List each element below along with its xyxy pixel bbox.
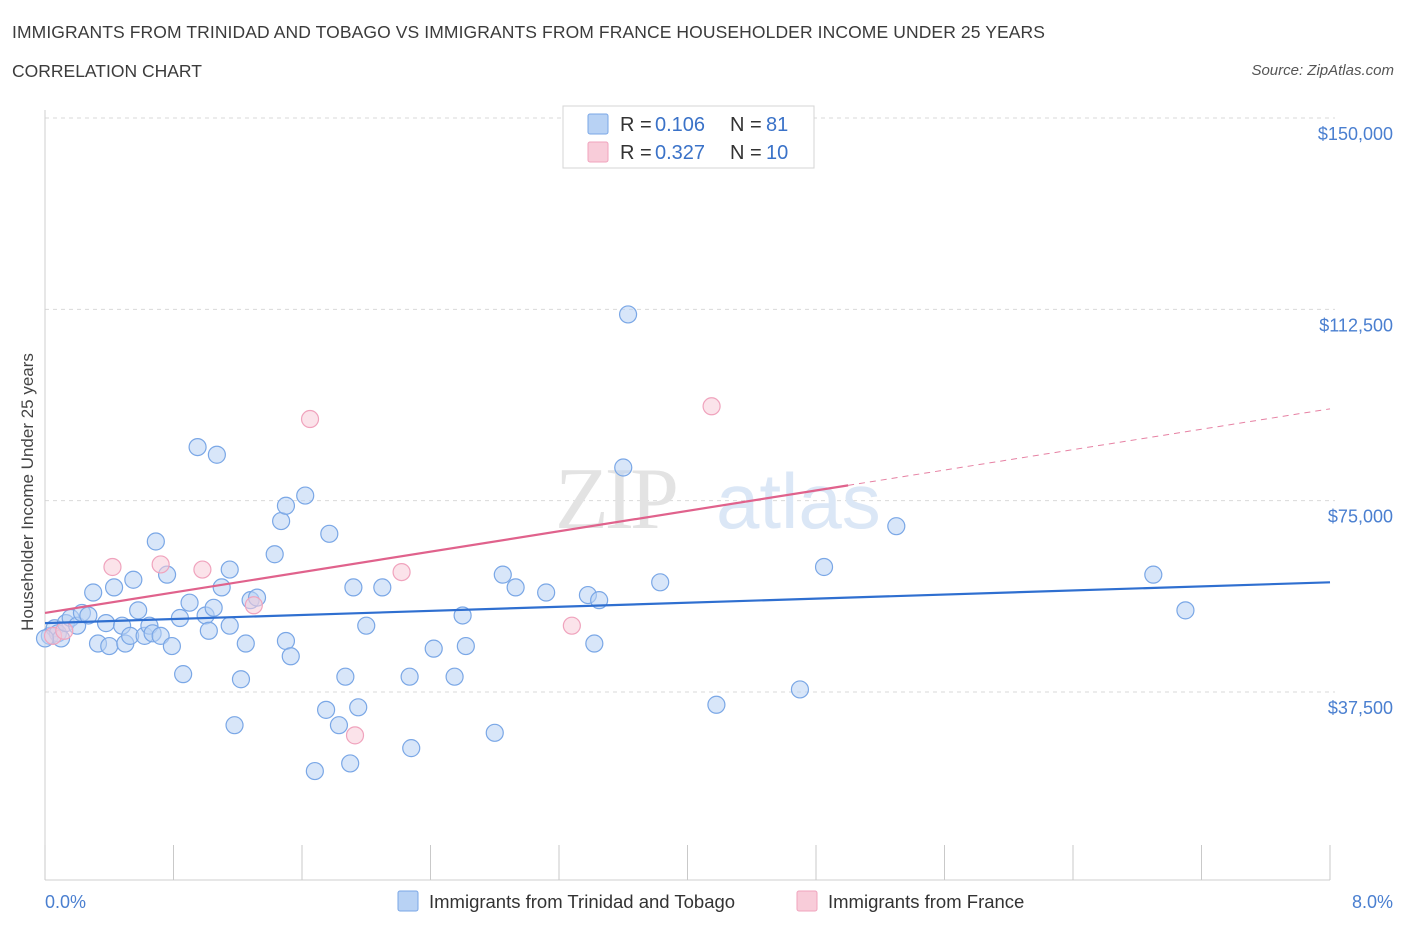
point-s1-6 <box>300 409 320 429</box>
point-s0-70 <box>614 458 633 477</box>
y-tick-label-2: $75,000 <box>1328 507 1393 527</box>
stats-legend-n-value-0: 81 <box>766 114 788 136</box>
point-s0-10 <box>96 614 116 633</box>
legend-swatch-1 <box>796 890 818 912</box>
stats-legend-r-value-1: 0.327 <box>655 142 705 164</box>
chart-title: IMMIGRANTS FROM TRINIDAD AND TOBAGO VS I… <box>12 22 1046 42</box>
point-s0-43 <box>276 631 296 651</box>
point-s0-36 <box>225 716 244 735</box>
point-s0-37 <box>231 670 251 689</box>
stats-legend-r-label-0: R = <box>620 114 652 136</box>
stats-legend-r-value-0: 0.106 <box>655 114 705 136</box>
point-s0-34 <box>220 560 239 579</box>
point-s0-52 <box>341 754 360 773</box>
point-s1-7 <box>345 726 365 745</box>
legend-swatch-0 <box>397 890 419 912</box>
point-s0-60 <box>445 667 464 686</box>
chart-subtitle: CORRELATION CHART <box>12 61 202 81</box>
point-s0-62 <box>456 636 475 656</box>
point-s1-8 <box>392 562 411 582</box>
point-s0-64 <box>493 565 512 584</box>
y-tick-label-0: $150,000 <box>1318 124 1393 144</box>
point-s0-58 <box>402 739 421 758</box>
point-s0-57 <box>400 667 419 686</box>
x-tick-label-0: 0.0% <box>45 892 86 912</box>
point-s0-49 <box>320 524 339 543</box>
point-s0-8 <box>84 583 103 602</box>
point-s0-51 <box>336 667 355 686</box>
stats-legend-swatch-1 <box>587 141 609 163</box>
y-axis-title: Householder Income Under 25 years <box>18 353 37 631</box>
stats-legend-n-label-0: N = <box>730 114 762 136</box>
y-tick-label-3: $37,500 <box>1328 698 1393 718</box>
x-tick-label-1: 8.0% <box>1352 892 1393 912</box>
point-s0-56 <box>373 578 392 597</box>
point-s1-9 <box>562 616 581 635</box>
point-s0-63 <box>485 723 504 742</box>
stats-legend-n-value-1: 10 <box>766 142 788 164</box>
point-s0-31 <box>204 598 223 617</box>
point-s0-48 <box>316 700 336 719</box>
point-s0-44 <box>276 496 296 515</box>
point-s0-71 <box>618 305 638 324</box>
legend-label-1: Immigrants from France <box>828 891 1024 912</box>
point-s1-1 <box>55 621 74 640</box>
point-s0-67 <box>585 634 604 653</box>
point-s0-30 <box>199 621 218 640</box>
point-s0-50 <box>329 716 349 735</box>
y-tick-label-1: $112,500 <box>1319 315 1393 335</box>
trend-line-0 <box>44 581 1331 625</box>
point-s0-35 <box>220 616 239 635</box>
point-s0-38 <box>236 634 255 653</box>
series-1-points <box>43 397 721 745</box>
point-s0-32 <box>207 445 226 464</box>
stats-legend-swatch-0 <box>587 113 609 135</box>
point-s0-55 <box>357 616 376 635</box>
point-s0-77 <box>1144 565 1163 584</box>
point-s0-17 <box>129 601 148 620</box>
point-s0-16 <box>124 570 143 589</box>
point-s0-12 <box>104 578 124 597</box>
point-s1-2 <box>103 557 122 577</box>
point-s0-74 <box>790 680 810 699</box>
point-s0-78 <box>1176 601 1195 620</box>
point-s0-26 <box>174 665 193 684</box>
point-s0-61 <box>453 606 472 625</box>
point-s0-45 <box>281 647 300 666</box>
point-s0-28 <box>188 437 207 457</box>
point-s0-75 <box>814 557 834 577</box>
point-s0-11 <box>100 636 119 656</box>
point-s0-72 <box>651 573 670 592</box>
point-s0-27 <box>180 593 199 612</box>
chart-source: Source: ZipAtlas.com <box>1251 62 1394 79</box>
point-s0-65 <box>506 578 525 597</box>
point-s0-33 <box>212 578 231 597</box>
point-s0-42 <box>272 511 291 531</box>
point-s1-3 <box>151 555 170 574</box>
point-s0-59 <box>424 639 443 658</box>
trend-line-1 <box>44 484 849 615</box>
point-s0-73 <box>707 695 726 714</box>
point-s0-41 <box>265 545 284 564</box>
point-s0-76 <box>887 517 906 536</box>
point-s0-21 <box>146 532 165 551</box>
point-s0-66 <box>537 583 556 602</box>
point-s1-5 <box>244 596 263 615</box>
point-s0-54 <box>349 698 368 717</box>
legend-label-0: Immigrants from Trinidad and Tobago <box>429 891 735 912</box>
watermark-atlas: atlas <box>716 457 881 545</box>
point-s0-46 <box>296 486 315 505</box>
point-s1-4 <box>193 560 212 579</box>
stats-legend-r-label-1: R = <box>620 142 652 164</box>
point-s0-22 <box>151 626 170 645</box>
stats-legend-n-label-1: N = <box>730 142 762 164</box>
trend-line-ext-1 <box>848 408 1331 486</box>
point-s0-24 <box>162 636 181 656</box>
point-s1-10 <box>702 397 721 416</box>
point-s0-53 <box>344 578 363 597</box>
point-s0-47 <box>305 761 324 781</box>
